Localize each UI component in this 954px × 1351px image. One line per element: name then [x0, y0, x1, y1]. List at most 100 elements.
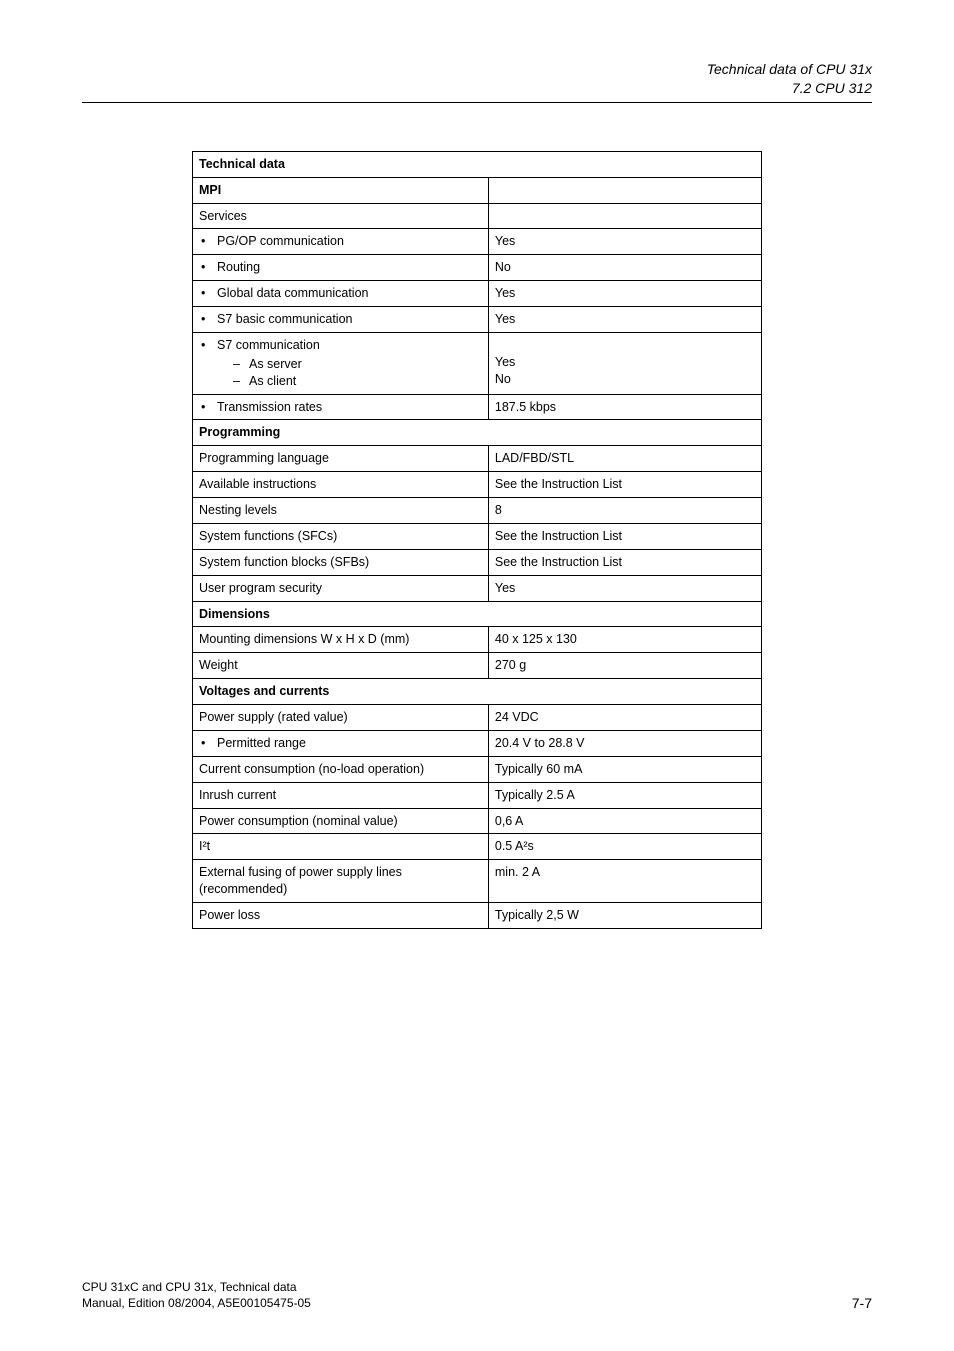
section-voltages: Voltages and currents — [193, 679, 762, 705]
fuse-label: External fusing of power supply lines (r… — [193, 860, 489, 903]
table-row: Current consumption (no-load operation) … — [193, 756, 762, 782]
table-row: S7 communication As server As client Yes… — [193, 332, 762, 394]
table-title-row: Technical data — [193, 151, 762, 177]
table-row: User program security Yes — [193, 575, 762, 601]
pgop-label: PG/OP communication — [199, 233, 482, 250]
security-label: User program security — [193, 575, 489, 601]
table-row: PG/OP communication Yes — [193, 229, 762, 255]
s7comm-label-text: S7 communication — [217, 338, 320, 352]
pcons-value: 0,6 A — [488, 808, 761, 834]
section-dimensions: Dimensions — [193, 601, 762, 627]
nesting-value: 8 — [488, 498, 761, 524]
ploss-value: Typically 2,5 W — [488, 903, 761, 929]
table-row: Mounting dimensions W x H x D (mm) 40 x … — [193, 627, 762, 653]
psu-label: Power supply (rated value) — [193, 705, 489, 731]
section-programming: Programming — [193, 420, 762, 446]
table-row: Transmission rates 187.5 kbps — [193, 394, 762, 420]
sfcs-label: System functions (SFCs) — [193, 523, 489, 549]
s7comm-server-value: Yes — [495, 354, 755, 371]
s7comm-client-value: No — [495, 371, 755, 388]
range-label: Permitted range — [199, 735, 482, 752]
pgop-cell: PG/OP communication — [193, 229, 489, 255]
s7comm-client: As client — [233, 373, 482, 390]
table-row: Power consumption (nominal value) 0,6 A — [193, 808, 762, 834]
lang-label: Programming language — [193, 446, 489, 472]
section-programming-label: Programming — [193, 420, 762, 446]
services-empty — [488, 203, 761, 229]
sfcs-value: See the Instruction List — [488, 523, 761, 549]
routing-label: Routing — [199, 259, 482, 276]
table-row: System function blocks (SFBs) See the In… — [193, 549, 762, 575]
section-dimensions-label: Dimensions — [193, 601, 762, 627]
s7basic-cell: S7 basic communication — [193, 307, 489, 333]
page-number: 7-7 — [852, 1295, 872, 1311]
table-row: Nesting levels 8 — [193, 498, 762, 524]
table-row: Weight 270 g — [193, 653, 762, 679]
s7basic-value: Yes — [488, 307, 761, 333]
ploss-label: Power loss — [193, 903, 489, 929]
header-title: Technical data of CPU 31x — [82, 60, 872, 79]
pcons-label: Power consumption (nominal value) — [193, 808, 489, 834]
s7comm-label: S7 communication As server As client — [199, 337, 482, 390]
inrush-label: Inrush current — [193, 782, 489, 808]
noload-label: Current consumption (no-load operation) — [193, 756, 489, 782]
trans-label: Transmission rates — [199, 399, 482, 416]
section-mpi-label: MPI — [193, 177, 489, 203]
nesting-label: Nesting levels — [193, 498, 489, 524]
page-header: Technical data of CPU 31x 7.2 CPU 312 — [82, 60, 872, 98]
range-value: 20.4 V to 28.8 V — [488, 730, 761, 756]
table-row: Global data communication Yes — [193, 281, 762, 307]
table-row: Programming language LAD/FBD/STL — [193, 446, 762, 472]
page-container: Technical data of CPU 31x 7.2 CPU 312 Te… — [0, 0, 954, 1351]
global-value: Yes — [488, 281, 761, 307]
technical-data-table-wrap: Technical data MPI Services PG/OP commun… — [192, 151, 762, 929]
noload-value: Typically 60 mA — [488, 756, 761, 782]
table-row: Available instructions See the Instructi… — [193, 472, 762, 498]
global-cell: Global data communication — [193, 281, 489, 307]
technical-data-table: Technical data MPI Services PG/OP commun… — [192, 151, 762, 929]
section-mpi-empty — [488, 177, 761, 203]
footer-line2: Manual, Edition 08/2004, A5E00105475-05 — [82, 1295, 311, 1311]
psu-value: 24 VDC — [488, 705, 761, 731]
lang-value: LAD/FBD/STL — [488, 446, 761, 472]
s7comm-cell: S7 communication As server As client — [193, 332, 489, 394]
table-title: Technical data — [193, 151, 762, 177]
weight-label: Weight — [193, 653, 489, 679]
section-mpi: MPI — [193, 177, 762, 203]
s7comm-server: As server — [233, 356, 482, 373]
services-label: Services — [193, 203, 489, 229]
footer-line1: CPU 31xC and CPU 31x, Technical data — [82, 1279, 311, 1295]
fuse-value: min. 2 A — [488, 860, 761, 903]
s7basic-label: S7 basic communication — [199, 311, 482, 328]
i2t-label: I²t — [193, 834, 489, 860]
table-row: Power supply (rated value) 24 VDC — [193, 705, 762, 731]
range-cell: Permitted range — [193, 730, 489, 756]
table-row: Permitted range 20.4 V to 28.8 V — [193, 730, 762, 756]
header-divider — [82, 102, 872, 103]
header-subtitle: 7.2 CPU 312 — [82, 79, 872, 98]
sfbs-value: See the Instruction List — [488, 549, 761, 575]
table-row: Inrush current Typically 2.5 A — [193, 782, 762, 808]
table-row: S7 basic communication Yes — [193, 307, 762, 333]
trans-cell: Transmission rates — [193, 394, 489, 420]
section-voltages-label: Voltages and currents — [193, 679, 762, 705]
mount-label: Mounting dimensions W x H x D (mm) — [193, 627, 489, 653]
trans-value: 187.5 kbps — [488, 394, 761, 420]
routing-value: No — [488, 255, 761, 281]
pgop-value: Yes — [488, 229, 761, 255]
table-row: System functions (SFCs) See the Instruct… — [193, 523, 762, 549]
global-label: Global data communication — [199, 285, 482, 302]
routing-cell: Routing — [193, 255, 489, 281]
instr-value: See the Instruction List — [488, 472, 761, 498]
table-row: Power loss Typically 2,5 W — [193, 903, 762, 929]
i2t-value: 0.5 A²s — [488, 834, 761, 860]
page-footer: CPU 31xC and CPU 31x, Technical data Man… — [82, 1279, 872, 1311]
security-value: Yes — [488, 575, 761, 601]
mount-value: 40 x 125 x 130 — [488, 627, 761, 653]
footer-left: CPU 31xC and CPU 31x, Technical data Man… — [82, 1279, 311, 1311]
table-row: Services — [193, 203, 762, 229]
table-row: Routing No — [193, 255, 762, 281]
table-row: I²t 0.5 A²s — [193, 834, 762, 860]
weight-value: 270 g — [488, 653, 761, 679]
sfbs-label: System function blocks (SFBs) — [193, 549, 489, 575]
